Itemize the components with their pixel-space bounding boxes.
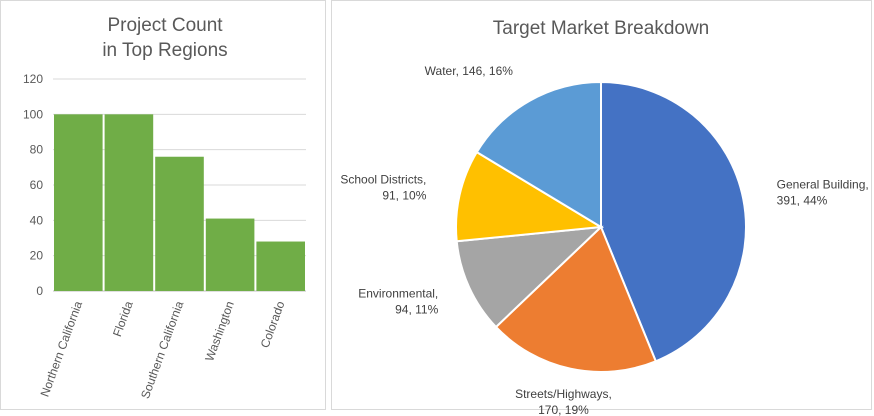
- slice-general-building: [600, 80, 747, 363]
- bar-chart: Project Count in Top Regions 0 20 40 60 80 100 1…: [23, 15, 306, 401]
- x-tick-label: Northern California: [38, 299, 86, 399]
- y-tick-label: 0: [36, 284, 43, 298]
- bar-chart-panel: Project Count in Top Regions 0 20 40 60 80 100 1…: [0, 0, 326, 410]
- bar-colorado: [256, 241, 305, 291]
- y-tick-label: 120: [23, 72, 43, 86]
- slice-data-label: Streets/Highways,: [515, 387, 612, 401]
- y-tick-label: 40: [30, 213, 44, 227]
- bar-washington: [205, 218, 255, 291]
- slice-data-label: 170, 19%: [538, 403, 589, 416]
- bar-northern-california: [54, 114, 103, 291]
- x-tick-label: Colorado: [258, 299, 288, 350]
- slice-data-label: 391, 44%: [777, 194, 828, 208]
- slice-data-label: 91, 10%: [382, 189, 426, 203]
- slice-school-districts: [455, 150, 605, 243]
- chart-title: Project Count: [107, 15, 223, 36]
- slice-environmental: [455, 225, 604, 329]
- slice-streets-highways: [494, 225, 658, 373]
- pie-chart-panel: Target Market Breakdown General Building,…: [331, 0, 872, 416]
- bar-southern-california: [155, 156, 204, 291]
- x-tick-label: Washington: [202, 299, 237, 363]
- chart-title: in Top Regions: [102, 40, 227, 61]
- chart-title: Target Market Breakdown: [493, 18, 710, 39]
- slice-water: [475, 80, 602, 229]
- pie-chart: Target Market Breakdown General Building,…: [340, 18, 869, 416]
- bar-florida: [104, 114, 154, 291]
- y-tick-label: 60: [30, 178, 44, 192]
- x-tick-label: Southern California: [138, 299, 186, 401]
- y-tick-label: 20: [30, 249, 44, 263]
- y-tick-label: 80: [30, 143, 44, 157]
- slice-data-label: School Districts,: [340, 173, 426, 187]
- slice-data-label: 94, 11%: [395, 303, 438, 317]
- x-tick-label: Florida: [110, 299, 136, 339]
- slice-data-label: General Building,: [777, 178, 869, 192]
- y-tick-label: 100: [23, 107, 43, 121]
- slice-data-label: Environmental,: [358, 287, 438, 301]
- slice-data-label: Water, 146, 16%: [425, 64, 514, 78]
